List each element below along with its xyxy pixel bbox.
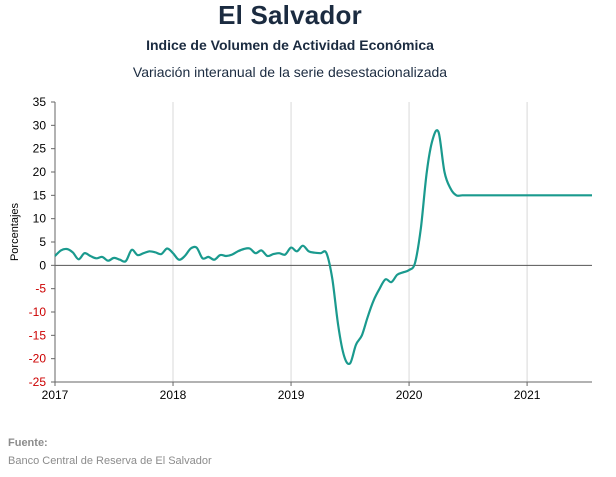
y-tick-label: 5: [39, 235, 46, 249]
x-tick-label: 2017: [42, 388, 69, 402]
y-tick-label: -25: [29, 375, 47, 389]
x-tick-label: 2020: [396, 388, 423, 402]
y-axis-ticks: 35 30 25 20 15 10 5 0 -5 -10 -15 -20 -25: [29, 95, 55, 389]
source-label: Fuente:: [8, 437, 48, 449]
chart-title: El Salvador: [218, 0, 362, 30]
chart-subtitle: Indice de Volumen de Actividad Económica: [146, 37, 434, 53]
grid-lines: [172, 102, 528, 382]
y-tick-label: -20: [29, 352, 47, 366]
y-tick-label: 10: [33, 212, 47, 226]
y-tick-label: 20: [33, 165, 47, 179]
y-tick-label: 15: [33, 188, 47, 202]
y-tick-label: 25: [33, 142, 47, 156]
x-tick-label: 2019: [278, 388, 305, 402]
y-tick-label: -5: [35, 282, 46, 296]
y-tick-label: -10: [29, 305, 47, 319]
y-tick-label: 35: [33, 95, 47, 109]
x-tick-label: 2021: [514, 388, 541, 402]
y-axis-label: Porcentajes: [9, 202, 21, 261]
x-tick-label: 2018: [160, 388, 187, 402]
y-tick-label: 0: [39, 258, 46, 272]
x-axis-ticks: 2017 2018 2019 2020 2021: [42, 382, 541, 402]
series-line: [54, 129, 592, 366]
y-tick-label: -15: [29, 328, 47, 342]
source-text: Banco Central de Reserva de El Salvador: [8, 455, 212, 467]
y-tick-label: 30: [33, 118, 47, 132]
chart-subtitle-secondary: Variación interanual de la serie desesta…: [132, 64, 448, 80]
